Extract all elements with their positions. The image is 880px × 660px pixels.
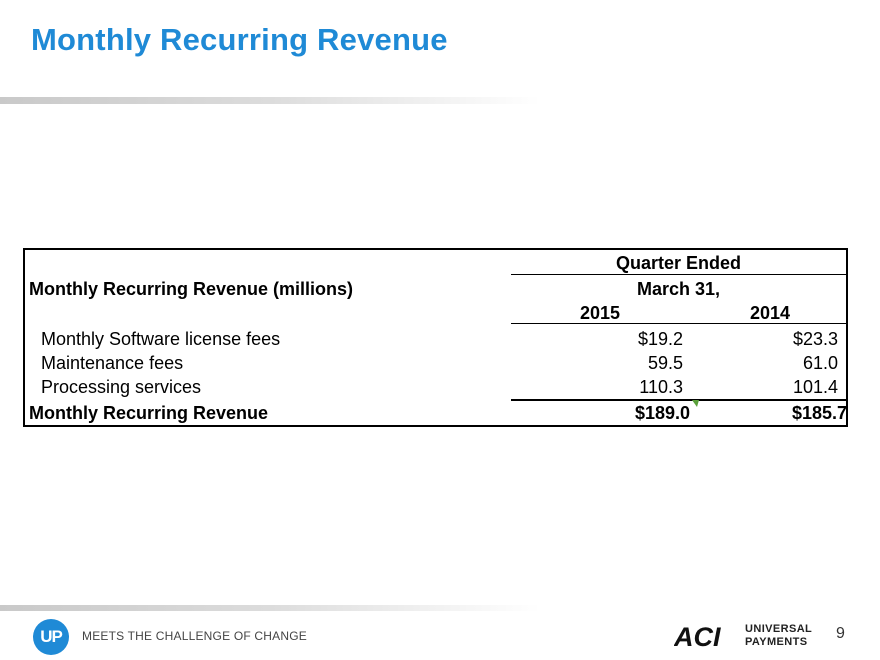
header-divider-1: [511, 274, 848, 275]
title-divider: [0, 97, 540, 104]
footer-tagline: MEETS THE CHALLENGE OF CHANGE: [82, 629, 307, 643]
total-label: Monthly Recurring Revenue: [29, 403, 269, 423]
total-value-2015: $189.0: [634, 403, 690, 423]
comment-marker-icon: [692, 400, 699, 407]
year-2014-header: 2014: [750, 303, 791, 323]
row-value-2015: $19.2: [637, 329, 683, 349]
footer-divider: [0, 605, 540, 611]
row-label: Monthly Software license fees: [41, 329, 281, 349]
brand-subtitle: UNIVERSAL PAYMENTS: [745, 623, 812, 649]
quarter-ended-header: Quarter Ended: [616, 253, 742, 273]
row-value-2015: 59.5: [647, 353, 683, 373]
row-value-2014: 101.4: [792, 377, 838, 397]
header-divider-2: [511, 323, 848, 324]
year-2015-header: 2015: [580, 303, 621, 323]
slide-title: Monthly Recurring Revenue: [31, 22, 448, 57]
row-value-2015: 110.3: [639, 377, 683, 397]
aci-logo: ACI: [674, 622, 721, 650]
total-value-2014: $185.7: [791, 403, 847, 423]
row-label: Processing services: [41, 377, 202, 397]
aci-logo-text: ACI: [674, 622, 721, 650]
row-label-header: Monthly Recurring Revenue (millions): [29, 279, 354, 299]
row-value-2014: 61.0: [802, 353, 838, 373]
period-header: March 31,: [637, 279, 721, 299]
total-divider: [511, 399, 848, 401]
revenue-table-border: [23, 248, 848, 427]
up-logo: UP: [33, 619, 69, 655]
row-value-2014: $23.3: [792, 329, 838, 349]
brand-line-1: UNIVERSAL: [745, 623, 813, 635]
brand-line-2: PAYMENTS: [745, 636, 808, 648]
row-label: Maintenance fees: [41, 353, 184, 373]
page-number: 9: [836, 625, 845, 642]
